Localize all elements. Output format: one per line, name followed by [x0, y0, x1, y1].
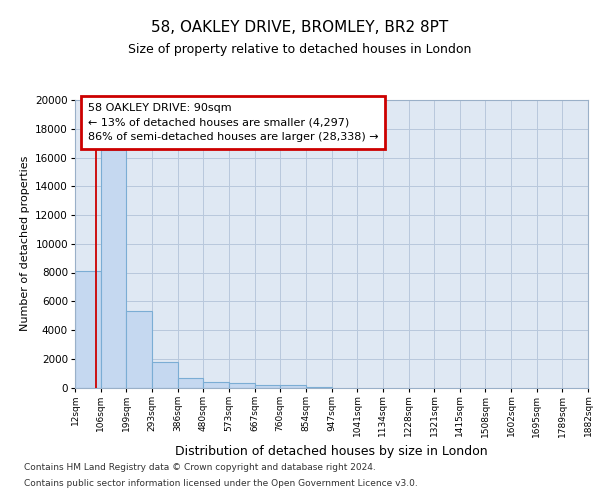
Bar [75, 271, 101, 388]
Bar [254, 384, 280, 388]
Bar [229, 384, 254, 388]
Bar [306, 387, 331, 388]
Bar [280, 385, 306, 388]
Bar [101, 150, 127, 388]
Text: Size of property relative to detached houses in London: Size of property relative to detached ho… [128, 42, 472, 56]
Bar [127, 312, 152, 388]
Bar [178, 378, 203, 388]
Bar [152, 362, 178, 388]
X-axis label: Distribution of detached houses by size in London: Distribution of detached houses by size … [175, 445, 488, 458]
Text: 58 OAKLEY DRIVE: 90sqm
← 13% of detached houses are smaller (4,297)
86% of semi-: 58 OAKLEY DRIVE: 90sqm ← 13% of detached… [88, 103, 379, 142]
Text: 58, OAKLEY DRIVE, BROMLEY, BR2 8PT: 58, OAKLEY DRIVE, BROMLEY, BR2 8PT [151, 20, 449, 35]
Y-axis label: Number of detached properties: Number of detached properties [20, 156, 30, 332]
Text: Contains HM Land Registry data © Crown copyright and database right 2024.: Contains HM Land Registry data © Crown c… [24, 464, 376, 472]
Text: Contains public sector information licensed under the Open Government Licence v3: Contains public sector information licen… [24, 478, 418, 488]
Bar [203, 382, 229, 388]
